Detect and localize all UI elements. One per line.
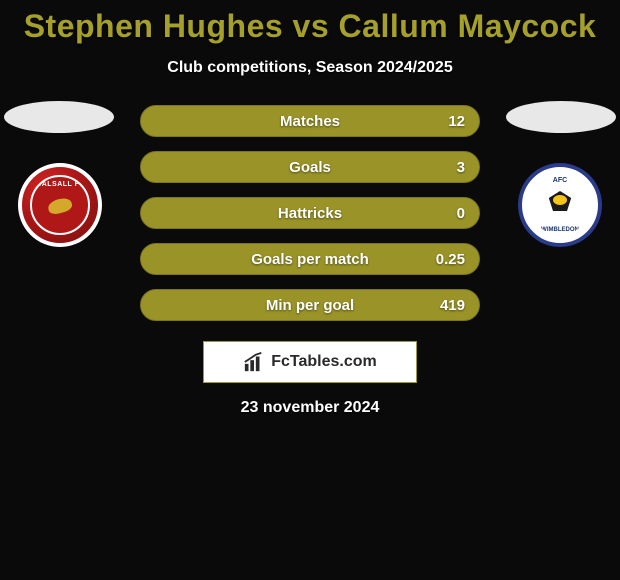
- main-area: WALSALL FC AFC WIMBLEDON Matches 12 Goal…: [0, 105, 620, 321]
- brand-text: FcTables.com: [271, 353, 377, 371]
- club-right-label-top: AFC: [553, 177, 567, 184]
- stat-label: Goals: [289, 159, 331, 176]
- infographic-container: Stephen Hughes vs Callum Maycock Club co…: [0, 0, 620, 417]
- club-right-label-bottom: WIMBLEDON: [541, 227, 579, 233]
- stat-value: 0.25: [436, 251, 465, 268]
- stat-label: Goals per match: [251, 251, 369, 268]
- stat-value: 419: [440, 297, 465, 314]
- player-avatar-right: [506, 101, 616, 133]
- stat-bar-hattricks: Hattricks 0: [140, 197, 480, 229]
- club-badge-right-inner: AFC WIMBLEDON: [530, 175, 590, 235]
- stat-bar-matches: Matches 12: [140, 105, 480, 137]
- brand-chart-icon: [243, 351, 265, 373]
- brand-box: FcTables.com: [203, 341, 417, 383]
- club-left-label: WALSALL FC: [35, 181, 85, 188]
- club-badge-left: WALSALL FC: [18, 163, 102, 247]
- stat-label: Min per goal: [266, 297, 354, 314]
- stats-column: Matches 12 Goals 3 Hattricks 0 Goals per…: [140, 105, 480, 321]
- stat-value: 3: [457, 159, 465, 176]
- club-badge-left-inner: WALSALL FC: [30, 175, 90, 235]
- date-line: 23 november 2024: [0, 399, 620, 417]
- stat-bar-min-per-goal: Min per goal 419: [140, 289, 480, 321]
- club-badge-right: AFC WIMBLEDON: [518, 163, 602, 247]
- page-title: Stephen Hughes vs Callum Maycock: [0, 8, 620, 45]
- stat-value: 0: [457, 205, 465, 222]
- stat-label: Hattricks: [278, 205, 342, 222]
- stat-label: Matches: [280, 113, 340, 130]
- subtitle: Club competitions, Season 2024/2025: [0, 59, 620, 77]
- stat-value: 12: [448, 113, 465, 130]
- player-avatar-left: [4, 101, 114, 133]
- stat-bar-goals: Goals 3: [140, 151, 480, 183]
- stat-bar-goals-per-match: Goals per match 0.25: [140, 243, 480, 275]
